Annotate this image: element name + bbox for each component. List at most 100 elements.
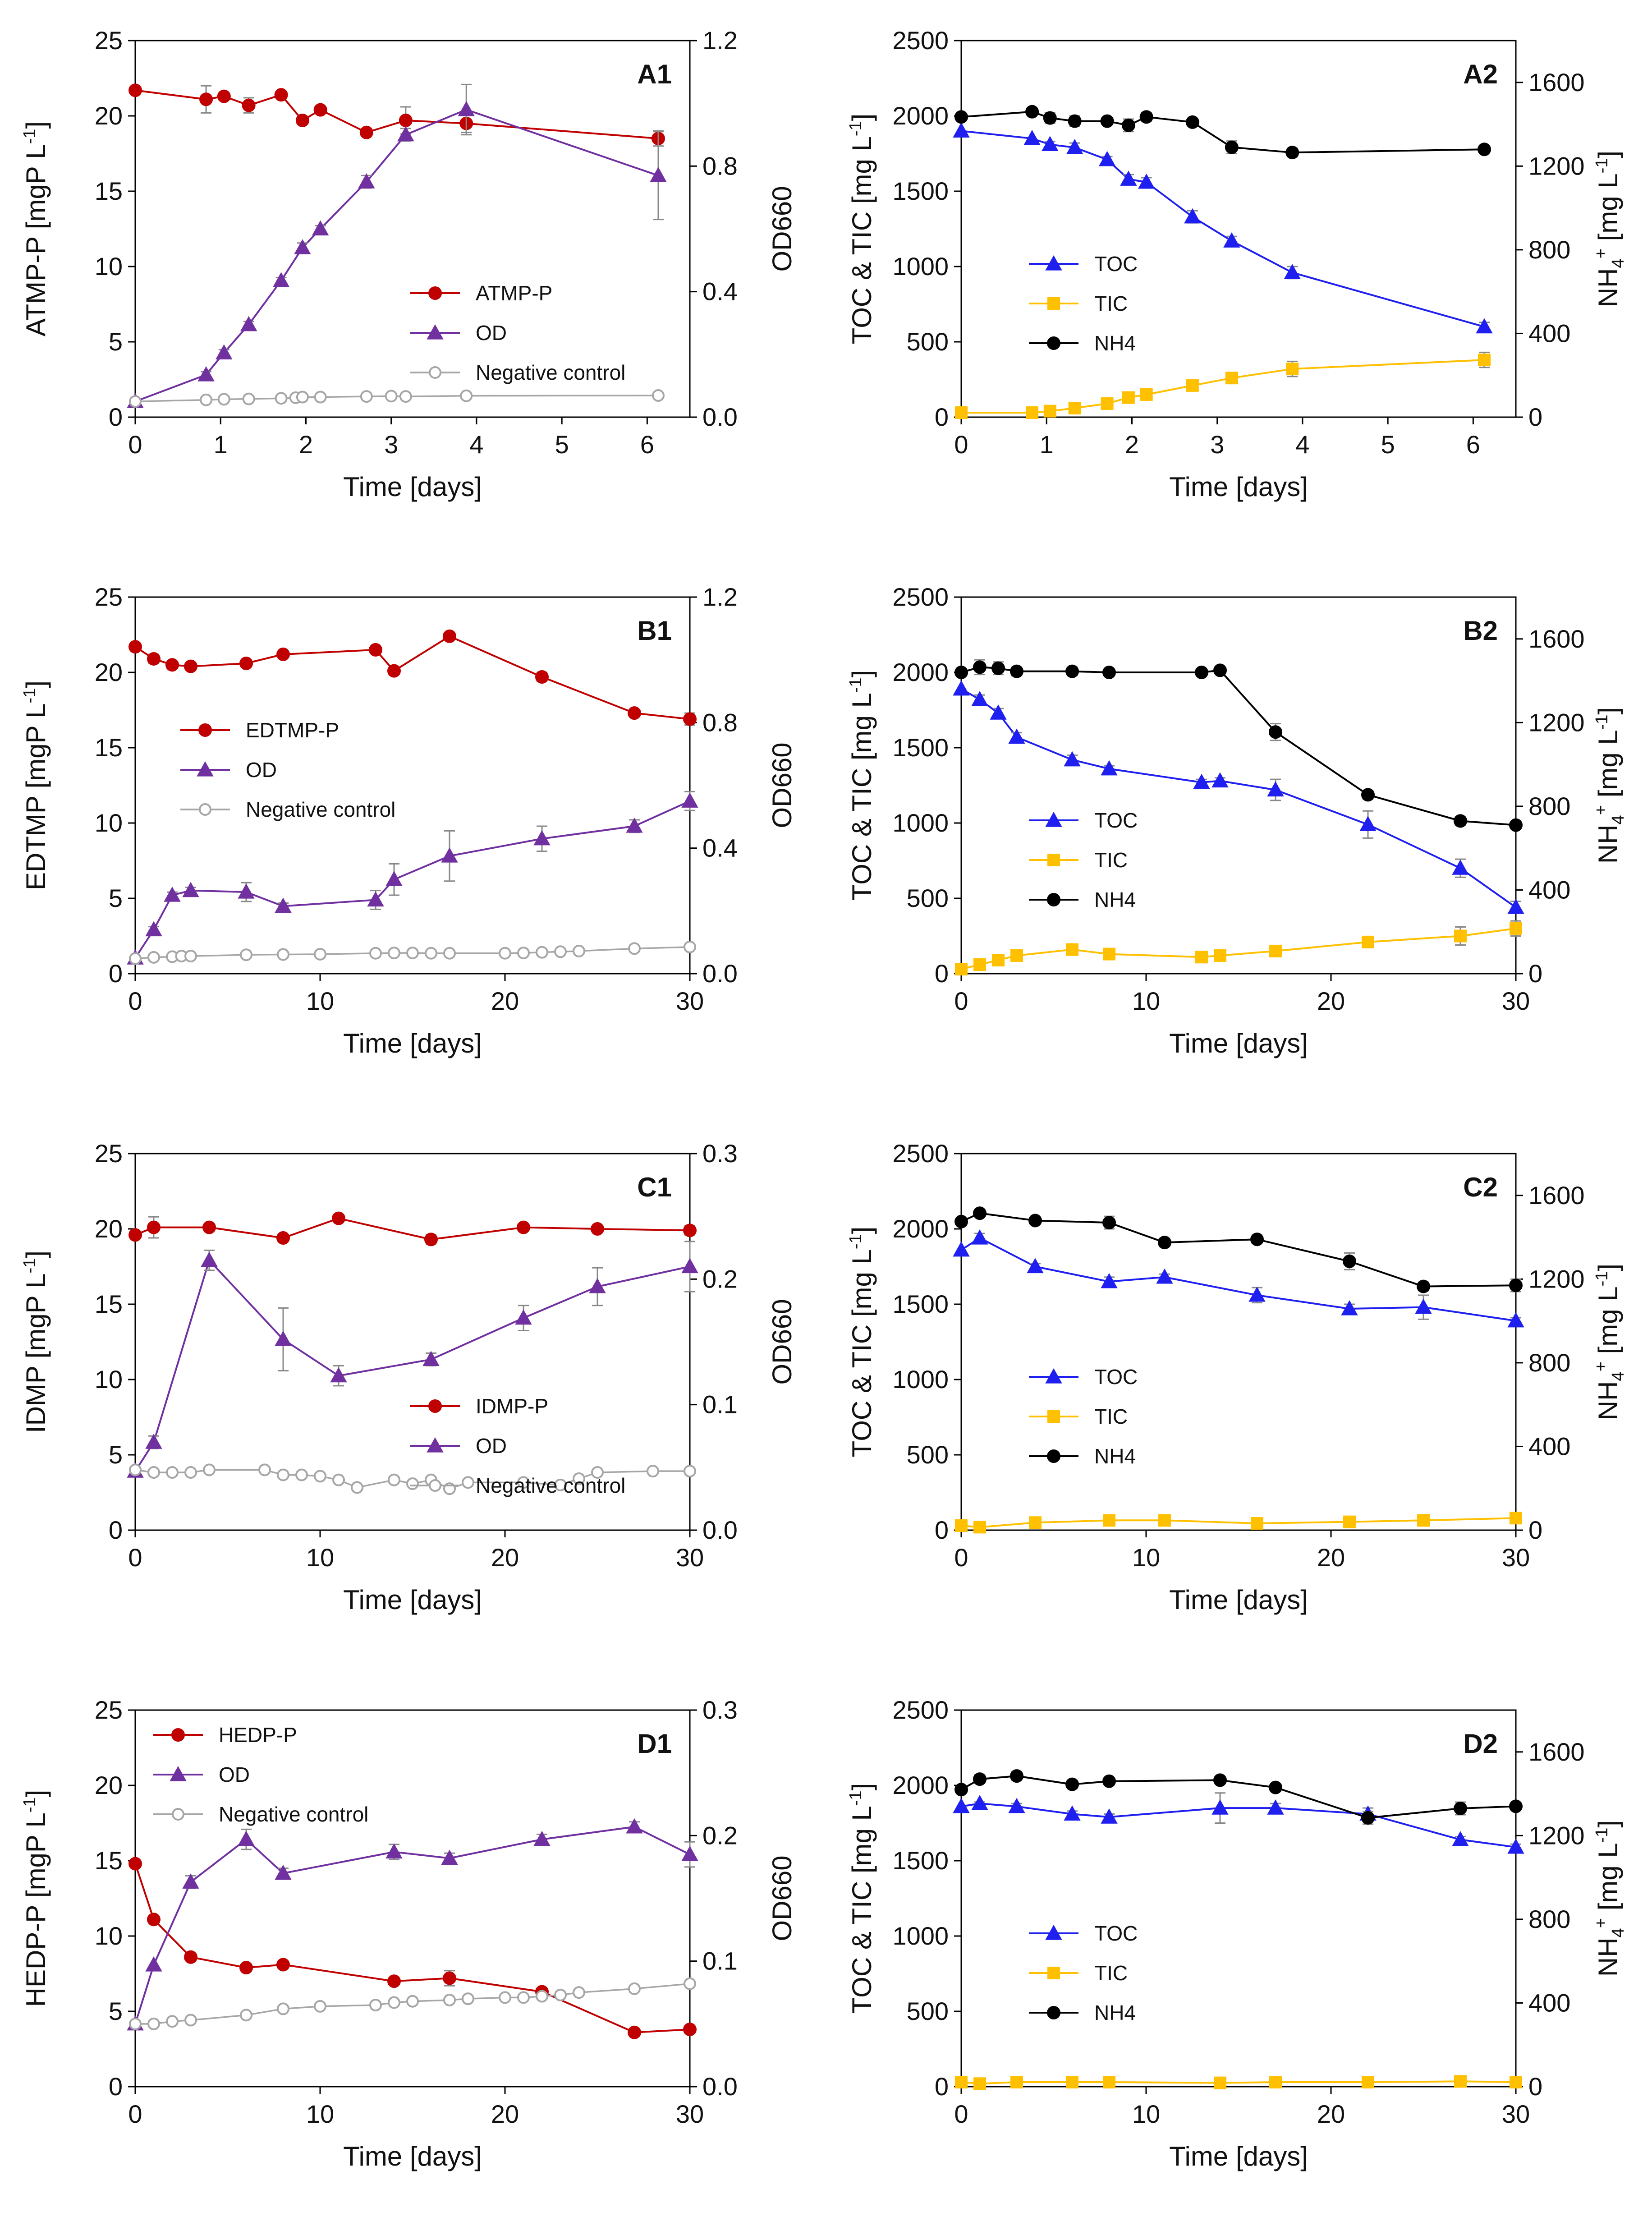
series-edtmp-p xyxy=(128,629,697,726)
x-tick-label: 0 xyxy=(954,2100,968,2128)
x-tick-label: 10 xyxy=(306,987,334,1015)
legend-label: TOC xyxy=(1094,1365,1138,1389)
data-point xyxy=(147,1913,161,1927)
data-point xyxy=(1361,788,1375,802)
data-point xyxy=(295,1468,308,1481)
data-point xyxy=(1100,114,1114,128)
data-point xyxy=(462,1992,474,2005)
y2-axis-title: NH4+ [mg L-1] xyxy=(1592,151,1628,307)
legend-marker xyxy=(1045,811,1062,827)
data-point xyxy=(332,1211,345,1225)
y-axis-title-sup: -1 xyxy=(20,1258,39,1274)
series-negative-control xyxy=(129,1463,696,1495)
x-tick-label: 3 xyxy=(1210,430,1224,459)
data-point xyxy=(460,389,473,402)
data-point xyxy=(441,1849,458,1865)
y-axis-title-sup: -1 xyxy=(20,1797,39,1812)
y-axis-title: EDTMP [mgP L-1] xyxy=(20,681,51,890)
data-point xyxy=(240,316,257,331)
data-point xyxy=(1213,1773,1227,1787)
data-point xyxy=(202,1220,216,1234)
data-point xyxy=(517,1476,530,1489)
y2-tick-label: 400 xyxy=(1528,1432,1570,1460)
data-point xyxy=(1101,397,1114,410)
legend: IDMP-P OD Negative control xyxy=(410,1394,625,1497)
data-point xyxy=(276,1958,290,1972)
series-line xyxy=(961,2080,1516,2085)
series-negative-control xyxy=(129,1977,696,2030)
y-axis-title-text: IDMP [mgP L xyxy=(21,1273,51,1433)
data-point xyxy=(295,114,309,128)
y-tick-label: 1500 xyxy=(892,733,949,762)
y2-tick-label: 0.2 xyxy=(702,1265,738,1293)
legend-label: NH4 xyxy=(1094,1444,1136,1468)
data-point xyxy=(1454,929,1467,943)
y2-tick-label: 400 xyxy=(1528,875,1570,904)
data-point xyxy=(184,1950,197,1964)
data-point xyxy=(351,1481,363,1494)
y2-axis-title-text: NH xyxy=(1593,1381,1623,1420)
x-tick-label: 20 xyxy=(491,987,519,1015)
legend: HEDP-P OD Negative control xyxy=(153,1723,368,1826)
data-point xyxy=(573,1472,585,1485)
data-point xyxy=(681,1846,698,1861)
data-point xyxy=(1026,406,1039,419)
data-point xyxy=(443,629,456,643)
data-point xyxy=(533,1830,551,1846)
y-axis-title-sup: -1 xyxy=(846,1790,865,1806)
series-nh4 xyxy=(954,105,1491,160)
y-tick-label: 0 xyxy=(935,403,949,431)
legend-marker xyxy=(199,803,211,816)
data-point xyxy=(369,643,382,657)
data-point xyxy=(184,2014,197,2027)
legend-label: Negative control xyxy=(219,1803,368,1826)
x-tick-label: 20 xyxy=(1317,2100,1345,2128)
data-point xyxy=(1269,1780,1282,1794)
data-point xyxy=(955,2075,968,2088)
data-point xyxy=(275,897,292,913)
legend-label: OD xyxy=(246,758,277,782)
y2-axis-title-end-sup: -1 xyxy=(1592,1828,1611,1843)
plot-frame xyxy=(134,1153,691,1531)
x-axis-title: Time [days] xyxy=(1169,2141,1308,2171)
data-point xyxy=(1250,1233,1264,1246)
legend-label: OD xyxy=(219,1763,250,1786)
data-point xyxy=(536,946,548,959)
y2-axis-title-end: [mg L xyxy=(1593,173,1623,248)
data-point xyxy=(955,962,968,975)
data-point xyxy=(1121,118,1135,132)
data-point xyxy=(954,1783,968,1797)
data-point xyxy=(1343,1254,1356,1268)
data-point xyxy=(129,395,142,408)
legend-label: NH4 xyxy=(1094,2001,1136,2024)
series-line xyxy=(135,89,659,140)
plot-frame xyxy=(960,1709,1517,2088)
data-point xyxy=(129,1463,142,1476)
y-tick-label: 10 xyxy=(95,1922,123,1950)
data-point xyxy=(1195,666,1208,679)
data-point xyxy=(1102,1774,1116,1788)
y-tick-label: 2500 xyxy=(892,26,949,55)
data-point xyxy=(973,958,986,971)
y2-axis-title-text: OD660 xyxy=(767,186,797,271)
y2-tick-label: 0.3 xyxy=(702,1139,738,1168)
data-point xyxy=(425,947,437,960)
x-axis-title: Time [days] xyxy=(343,1585,482,1615)
y-tick-label: 15 xyxy=(95,1290,123,1318)
data-point xyxy=(1214,949,1226,962)
y-axis-title-text: TOC & TIC [mg L xyxy=(847,1806,877,2014)
panel-label: A1 xyxy=(637,59,672,89)
data-point xyxy=(1225,372,1238,385)
legend-label: TOC xyxy=(1094,252,1138,276)
legend-label: TIC xyxy=(1094,292,1128,315)
y2-tick-label: 400 xyxy=(1528,319,1570,347)
legend: TOC TIC NH4 xyxy=(1029,1365,1138,1468)
data-point xyxy=(443,1971,456,1985)
series-line xyxy=(961,1517,1516,1528)
x-tick-label: 10 xyxy=(1132,2100,1160,2128)
series-line xyxy=(961,927,1516,970)
data-point xyxy=(1066,139,1083,154)
data-point xyxy=(684,1465,696,1478)
data-point xyxy=(1184,208,1201,224)
data-point xyxy=(1068,401,1081,414)
